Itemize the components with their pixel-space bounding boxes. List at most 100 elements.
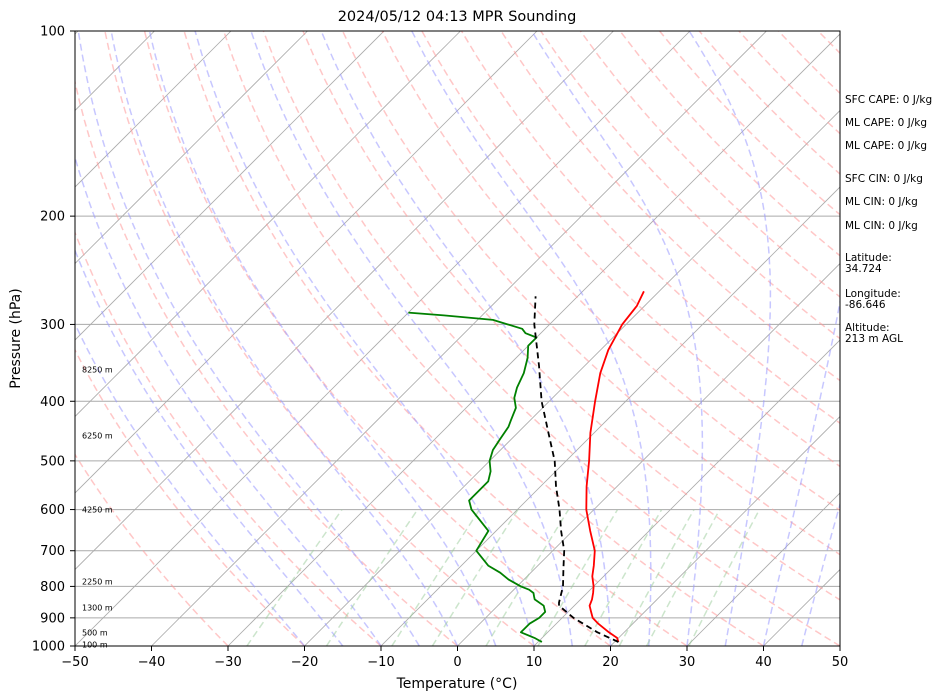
side-panel-text: 213 m AGL	[845, 333, 903, 345]
dry-adiabat-line	[302, 31, 840, 601]
isotherm-line	[75, 31, 691, 646]
dry-adiabat-line	[460, 31, 840, 425]
moist-adiabat-line	[148, 31, 497, 646]
y-tick-label: 300	[40, 318, 65, 333]
isotherm-line	[610, 415, 840, 646]
y-tick-label: 700	[40, 544, 65, 559]
y-tick-label: 1000	[32, 640, 65, 655]
isotherm-line	[75, 31, 385, 341]
y-tick-label: 800	[40, 580, 65, 595]
moist-adiabat-line	[762, 298, 840, 646]
mixing-ratio-line	[431, 509, 519, 646]
dry-adiabat-line	[75, 453, 229, 646]
height-label: 500 m	[82, 628, 108, 637]
side-panel-text: Altitude:	[845, 322, 890, 334]
dry-adiabat-line	[75, 230, 382, 646]
height-label: 8250 m	[82, 365, 113, 374]
mixing-ratio-line	[645, 509, 721, 646]
dry-adiabat-line	[222, 31, 764, 646]
mixing-ratio-line	[391, 509, 481, 646]
moist-adiabat-line	[250, 31, 574, 646]
moist-adiabat-line	[688, 31, 772, 646]
x-tick-label: −30	[214, 655, 241, 670]
isotherm-line	[75, 31, 232, 188]
moist-adiabat-line	[801, 501, 840, 646]
moist-adiabat-line	[194, 31, 535, 646]
side-panel-text: ML CIN: 0 J/kg	[845, 220, 918, 232]
isotherm-line	[304, 109, 840, 646]
temperature-trace	[585, 290, 645, 643]
height-label: 4250 m	[82, 506, 113, 515]
x-tick-label: 10	[526, 655, 543, 670]
y-tick-label: 200	[40, 210, 65, 225]
y-axis: 100 200 300 400 500 600 700 800 900 1000	[32, 25, 75, 655]
mixing-ratio-line	[618, 509, 695, 646]
dry-adiabat-line	[579, 31, 840, 298]
side-panel-text: SFC CIN: 0 J/kg	[845, 173, 923, 185]
side-panel-text: 34.724	[845, 263, 882, 275]
moist-adiabat-line	[75, 154, 382, 646]
mixing-ratio-line	[537, 509, 619, 646]
side-panel-text: Latitude:	[845, 252, 892, 264]
mixing-ratio-line	[688, 509, 761, 646]
dry-adiabat-line	[75, 78, 458, 646]
mixing-ratio-line	[246, 509, 343, 646]
isotherm-line	[686, 492, 840, 646]
height-labels: 8250 m 6250 m 4250 m 2250 m 1300 m 500 m 100 m	[82, 365, 113, 649]
side-panel-text: Longitude:	[845, 288, 901, 300]
x-tick-label: −40	[138, 655, 165, 670]
side-panel-text: ML CIN: 0 J/kg	[845, 196, 918, 208]
isotherm-line	[75, 31, 538, 494]
parcel-trace	[533, 296, 619, 643]
mixing-ratio-line	[325, 509, 419, 646]
height-label: 1300 m	[82, 604, 113, 613]
y-axis-label: Pressure (hPa)	[8, 288, 24, 388]
side-panel-text: ML CAPE: 0 J/kg	[845, 140, 927, 152]
isotherm-line	[75, 31, 308, 265]
x-axis: −50 −40 −30 −20 −10 0 10 20 30 40 50	[61, 646, 848, 670]
mixing-ratio-line	[584, 509, 663, 646]
moist-adiabat-line	[411, 31, 652, 646]
x-tick-label: 40	[755, 655, 772, 670]
dry-adiabat-line	[381, 31, 840, 512]
x-tick-label: 20	[602, 655, 619, 670]
y-tick-label: 900	[40, 611, 65, 626]
isotherm-line	[533, 339, 840, 646]
dewpoint-trace	[408, 311, 547, 643]
y-tick-label: 500	[40, 454, 65, 469]
x-tick-label: 0	[453, 655, 461, 670]
y-tick-label: 600	[40, 503, 65, 518]
x-tick-label: −20	[291, 655, 318, 670]
x-axis-label: Temperature (°C)	[396, 676, 518, 692]
x-tick-label: −50	[61, 655, 88, 670]
dry-adiabat-line	[500, 31, 840, 382]
x-tick-label: 30	[679, 655, 696, 670]
side-panel-text: SFC CAPE: 0 J/kg	[845, 94, 932, 106]
sounding-traces	[408, 290, 645, 643]
moist-adiabat-line	[75, 322, 306, 646]
sounding-parameters-panel: SFC CAPE: 0 J/kg ML CAPE: 0 J/kg ML CAPE: …	[845, 94, 932, 345]
moist-adiabat-line	[75, 248, 344, 646]
isotherm-line	[75, 31, 614, 571]
isotherm-line	[380, 186, 840, 646]
dry-adiabat-line	[143, 31, 611, 646]
height-label: 100 m	[82, 640, 108, 649]
moist-adiabat-line	[110, 31, 459, 646]
dry-adiabat-line	[341, 31, 840, 556]
height-label: 2250 m	[82, 577, 113, 586]
y-tick-label: 400	[40, 395, 65, 410]
isotherm-line	[457, 262, 840, 646]
height-label: 6250 m	[82, 432, 113, 441]
dry-adiabat-line	[75, 348, 306, 646]
dry-adiabat-line	[104, 31, 535, 646]
chart-title: 2024/05/12 04:13 MPR Sounding	[338, 9, 577, 25]
x-tick-label: −10	[367, 655, 394, 670]
x-tick-label: 50	[832, 655, 849, 670]
moist-adiabat-line	[77, 31, 420, 646]
dry-adiabat-line	[540, 31, 840, 340]
dry-adiabat-line	[262, 31, 840, 646]
side-panel-text: ML CAPE: 0 J/kg	[845, 117, 927, 129]
isotherm-line	[75, 31, 461, 418]
side-panel-text: -86.646	[845, 299, 886, 311]
